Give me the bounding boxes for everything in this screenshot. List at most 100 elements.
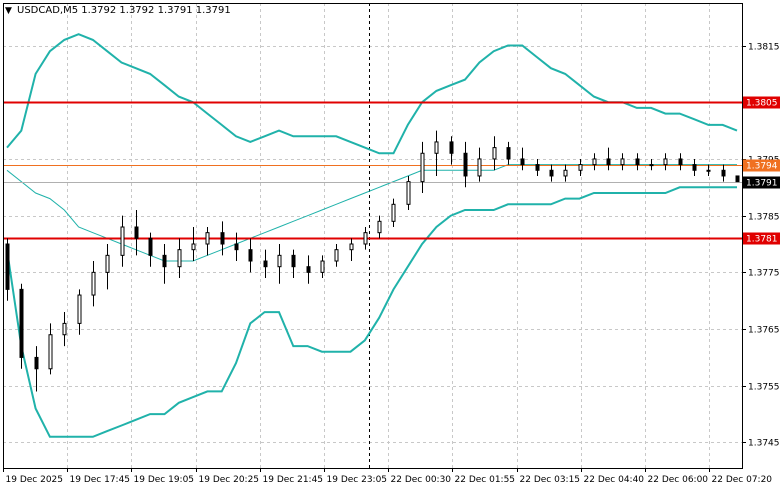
x-tick-label: 22 Dec 06:00	[648, 475, 709, 485]
y-tick-label: 1.3765	[748, 326, 780, 336]
candle-body-bear	[5, 243, 10, 290]
candle-body-bear	[162, 254, 167, 268]
candle	[492, 136, 497, 171]
candle	[48, 323, 53, 375]
candle	[620, 153, 625, 171]
candle-body-bear	[263, 260, 268, 268]
current-price-label: 1.3791	[746, 179, 778, 189]
candle	[434, 130, 439, 176]
candle-body-bull	[177, 249, 182, 268]
candle	[205, 226, 210, 256]
candle-body-bull	[391, 203, 396, 222]
chart-header: ▼ USDCAD,M5 1.3792 1.3792 1.3791 1.3791	[5, 5, 231, 16]
candle-body-bear	[248, 249, 253, 262]
candle	[549, 164, 554, 182]
candle	[263, 249, 268, 279]
candle-body-bull	[434, 141, 439, 154]
current-price-badge	[743, 176, 780, 189]
level-price-badge	[743, 159, 780, 172]
candle	[349, 238, 354, 262]
chart-title: USDCAD,M5 1.3792 1.3792 1.3791 1.3791	[17, 5, 231, 16]
candle	[635, 153, 640, 171]
x-tick-label: 19 Dec 2025	[6, 475, 64, 485]
candle-body-bull	[649, 164, 654, 167]
y-tick-label: 1.3755	[748, 383, 780, 393]
candle-body-bull	[620, 158, 625, 166]
candle	[191, 226, 196, 262]
candle-body-bear	[234, 243, 239, 251]
candle	[406, 175, 411, 210]
candle-body-bull	[48, 334, 53, 370]
candle	[120, 215, 125, 267]
candle-body-bear	[220, 232, 225, 245]
candle-body-bear	[291, 254, 296, 268]
candle-body-bull	[205, 232, 210, 245]
candle-body-bull	[663, 158, 668, 166]
candle-body-bull	[363, 232, 368, 245]
candle	[177, 238, 182, 279]
candle-body-bull	[105, 254, 110, 273]
candle-body-bull	[592, 158, 597, 166]
candle-body-bear	[148, 237, 153, 256]
candle-body-bull	[420, 152, 425, 183]
candle-body-bear	[306, 266, 311, 273]
candle	[663, 153, 668, 171]
candle	[134, 209, 139, 256]
candle	[105, 244, 110, 290]
candle	[692, 158, 697, 176]
candle	[34, 346, 39, 392]
candle	[578, 158, 583, 176]
candle-body-bull	[706, 169, 711, 172]
candle-body-bull	[62, 322, 67, 336]
plot-frame	[3, 3, 743, 469]
candle	[449, 136, 454, 165]
candle	[77, 289, 82, 335]
candle	[706, 164, 711, 176]
bands-middle-line	[6, 164, 737, 262]
candle	[334, 244, 339, 267]
candle	[220, 221, 225, 256]
candle-body-bull	[377, 220, 382, 234]
candle	[649, 158, 654, 171]
x-tick-label: 19 Dec 19:05	[134, 475, 195, 485]
triangle-down-icon[interactable]: ▼	[5, 6, 12, 16]
candle-body-bear	[692, 164, 697, 171]
level-price-label: 1.3781	[746, 235, 778, 245]
y-tick-label: 1.3775	[748, 269, 780, 279]
candle-body-bear	[635, 158, 640, 166]
candle-body-bull	[277, 254, 282, 268]
horizontal-levels[interactable]	[3, 101, 742, 240]
candle-body-bear	[549, 169, 554, 177]
candle	[735, 175, 740, 183]
candle-body-bear	[34, 356, 39, 370]
price-labels: 1.3805 1.3794 1.3781 1.3791	[743, 96, 780, 245]
candle	[535, 158, 540, 176]
bands-lower-line	[6, 186, 737, 438]
candle	[148, 232, 153, 267]
x-tick-label: 22 Dec 00:30	[391, 475, 452, 485]
candle	[5, 238, 10, 301]
x-tick-label: 22 Dec 01:55	[455, 475, 516, 485]
candle-body-bull	[492, 147, 497, 160]
x-tick-label: 19 Dec 20:25	[199, 475, 260, 485]
candle-body-bull	[477, 158, 482, 177]
candle-body-bear	[520, 158, 525, 166]
candle-body-bull	[120, 226, 125, 256]
candle	[678, 153, 683, 171]
candle-body-bull	[563, 169, 568, 177]
candle	[306, 255, 311, 284]
level-price-label: 1.3805	[746, 99, 778, 109]
candle-body-bull	[349, 243, 354, 251]
candle-body-bear	[678, 158, 683, 166]
candle-body-bull	[91, 271, 96, 296]
candle-body-bear	[735, 175, 740, 183]
x-tick-label: 19 Dec 17:45	[70, 475, 131, 485]
candle-body-bear	[535, 164, 540, 171]
candle	[506, 141, 511, 165]
candle	[62, 312, 67, 347]
candle	[477, 147, 482, 182]
x-tick-label: 22 Dec 04:40	[584, 475, 645, 485]
x-tick-label: 19 Dec 23:05	[327, 475, 388, 485]
